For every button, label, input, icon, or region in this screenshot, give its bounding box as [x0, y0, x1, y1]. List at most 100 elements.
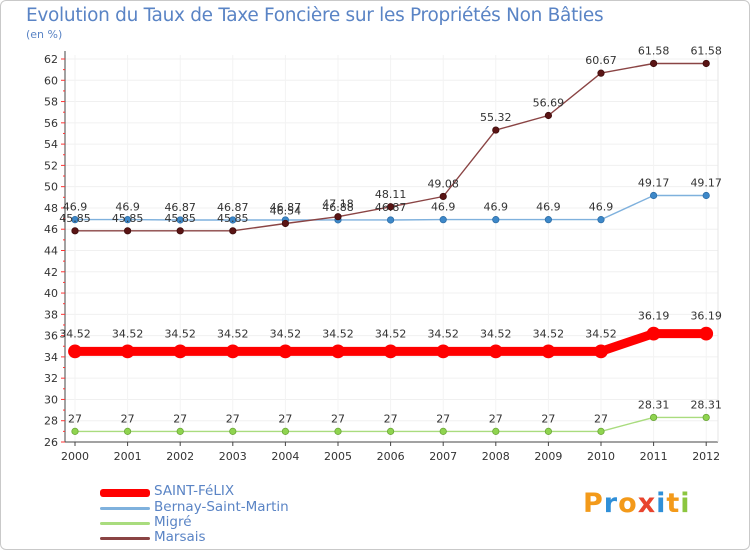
data-label-marsais: 61.58 [690, 44, 722, 57]
data-label-saint-felix: 34.52 [427, 327, 459, 340]
data-label-bernay-saint-martin: 46.9 [431, 201, 456, 214]
legend-item-saint-felix: SAINT-FéLIX [100, 483, 360, 502]
legend-swatch-bernay-saint-martin [100, 507, 150, 510]
logo-letter: t [666, 488, 681, 519]
y-tick-label: 56 [44, 117, 58, 130]
data-label-marsais: 56.69 [533, 96, 565, 109]
data-point-saint-felix [225, 344, 240, 359]
y-tick-label: 32 [44, 372, 58, 385]
data-label-marsais: 45.85 [112, 212, 144, 225]
data-point-migre [544, 427, 553, 435]
x-tick-label: 2005 [324, 450, 352, 463]
data-label-migre: 27 [68, 412, 82, 425]
data-label-bernay-saint-martin: 49.17 [638, 176, 670, 189]
y-axis-unit-label: (en %) [26, 28, 63, 41]
x-tick-label: 2002 [166, 450, 194, 463]
data-label-marsais: 47.18 [322, 198, 354, 211]
data-label-marsais: 49.08 [427, 177, 459, 190]
data-label-bernay-saint-martin: 46.9 [589, 201, 614, 214]
x-tick-label: 2011 [640, 450, 668, 463]
data-point-saint-felix [488, 344, 503, 359]
legend-item-migre: Migré [100, 514, 360, 533]
data-label-bernay-saint-martin: 46.87 [375, 201, 407, 214]
legend-item-marsais: Marsais [100, 529, 360, 548]
data-label-bernay-saint-martin: 46.9 [484, 201, 509, 214]
data-point-saint-felix [383, 344, 398, 359]
data-label-migre: 28.31 [638, 398, 670, 411]
x-tick-label: 2009 [534, 450, 562, 463]
logo-letter: x [637, 488, 657, 519]
data-point-marsais [439, 192, 447, 201]
x-tick-label: 2007 [429, 450, 457, 463]
data-point-marsais [597, 69, 605, 77]
data-point-bernay-saint-martin [176, 216, 184, 224]
data-point-marsais [649, 59, 658, 68]
data-label-marsais: 45.85 [217, 212, 249, 225]
legend-label-saint-felix: SAINT-FéLIX [154, 483, 235, 499]
data-point-migre [386, 427, 395, 435]
data-point-migre [492, 427, 500, 435]
y-tick-label: 44 [44, 245, 58, 258]
data-point-migre [176, 427, 184, 435]
data-label-migre: 27 [121, 412, 135, 425]
data-label-marsais: 48.11 [375, 188, 407, 201]
data-point-saint-felix [120, 344, 135, 359]
data-point-marsais [334, 213, 342, 221]
data-label-migre: 27 [594, 412, 608, 425]
data-point-saint-felix [436, 344, 451, 359]
data-point-bernay-saint-martin [649, 191, 658, 200]
x-tick-label: 2001 [114, 450, 142, 463]
data-point-bernay-saint-martin [439, 216, 447, 224]
y-tick-label: 36 [44, 330, 58, 343]
data-label-bernay-saint-martin: 49.17 [690, 176, 722, 189]
y-tick-label: 28 [44, 415, 58, 428]
logo-letter: i [680, 488, 691, 519]
x-tick-label: 2010 [587, 450, 615, 463]
data-point-bernay-saint-martin [544, 216, 553, 224]
data-label-saint-felix: 34.52 [270, 327, 302, 340]
data-point-saint-felix [278, 344, 293, 359]
data-label-bernay-saint-martin: 46.9 [63, 201, 88, 214]
data-label-bernay-saint-martin: 46.87 [164, 201, 196, 214]
y-tick-label: 54 [44, 138, 58, 151]
y-tick-label: 48 [44, 202, 58, 215]
data-label-saint-felix: 34.52 [533, 327, 565, 340]
data-point-saint-felix [68, 344, 82, 359]
data-point-saint-felix [173, 344, 188, 359]
data-label-saint-felix: 34.52 [585, 327, 617, 340]
data-label-migre: 27 [173, 412, 187, 425]
plot-area [65, 55, 718, 442]
data-point-migre [124, 427, 132, 435]
data-point-migre [597, 427, 605, 435]
x-tick-label: 2000 [61, 450, 89, 463]
y-tick-label: 38 [44, 308, 58, 321]
chart-title: Evolution du Taux de Taxe Foncière sur l… [26, 5, 604, 26]
data-label-saint-felix: 34.52 [375, 327, 407, 340]
data-label-bernay-saint-martin: 46.87 [270, 201, 302, 214]
data-point-migre [71, 427, 79, 435]
data-point-saint-felix [331, 344, 345, 359]
data-label-marsais: 46.54 [270, 204, 302, 217]
data-point-marsais [176, 227, 184, 235]
data-label-marsais: 45.85 [59, 212, 91, 225]
data-point-migre [702, 413, 710, 422]
y-tick-label: 62 [44, 53, 58, 66]
y-tick-label: 42 [44, 266, 58, 279]
y-tick-label: 52 [44, 159, 58, 172]
data-point-bernay-saint-martin [597, 216, 605, 224]
data-label-migre: 27 [384, 412, 398, 425]
legend-label-bernay-saint-martin: Bernay-Saint-Martin [154, 499, 289, 515]
data-label-marsais: 55.32 [480, 111, 512, 124]
data-point-bernay-saint-martin [492, 216, 500, 224]
y-tick-label: 34 [44, 351, 58, 364]
y-tick-label: 50 [44, 181, 58, 194]
data-point-saint-felix [646, 326, 661, 341]
data-label-saint-felix: 34.52 [217, 327, 249, 340]
data-point-migre [649, 413, 658, 422]
data-point-migre [334, 427, 342, 435]
data-label-saint-felix: 34.52 [322, 327, 354, 340]
data-point-marsais [544, 111, 553, 120]
y-tick-label: 40 [44, 287, 58, 300]
y-tick-label: 26 [44, 436, 58, 449]
